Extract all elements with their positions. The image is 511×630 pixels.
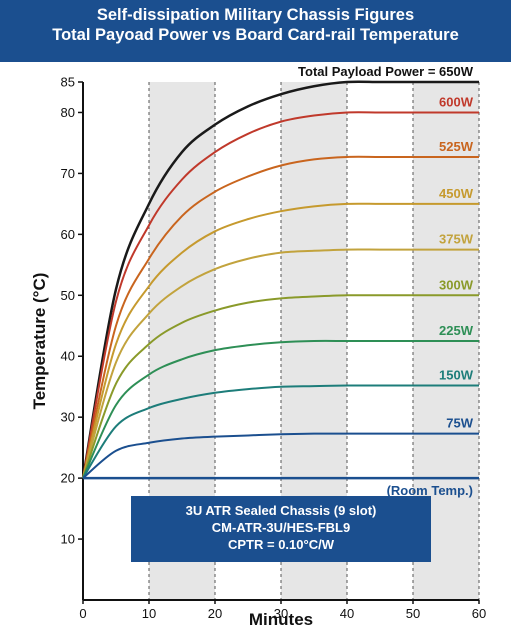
series-line-3	[82, 202, 479, 479]
series-lines	[81, 80, 479, 480]
series-label-8: 75W	[446, 416, 473, 431]
chassis-info-line2: CM-ATR-3U/HES-FBL9	[211, 520, 351, 535]
chart-title-line1: Self-dissipation Military Chassis Figure…	[96, 6, 415, 24]
temperature-chart: 0 10 20 30 40 50 60 10 20 30 40 50 60 70 80 85 Total Pa…	[30, 64, 487, 629]
series-line-5	[82, 294, 479, 479]
chassis-info-line3: CPTR = 0.10°C/W	[228, 537, 334, 552]
x-axis-title: Minutes	[249, 610, 313, 629]
series-line-2	[82, 155, 479, 479]
y-tick-label-70: 70	[61, 166, 75, 181]
y-tick-label-80: 80	[61, 105, 75, 120]
x-tick-label-40: 40	[340, 606, 354, 621]
series-label-0: Total Payload Power = 650W	[298, 64, 474, 79]
series-label-9: (Room Temp.)	[387, 483, 473, 498]
series-labels: Total Payload Power = 650W 600W 525W 450W 37…	[298, 64, 474, 498]
x-tick-label-30: 30	[274, 606, 288, 621]
y-tick-label-60: 60	[61, 227, 75, 242]
series-line-1	[82, 111, 479, 479]
x-tick-label-50: 50	[406, 606, 420, 621]
tick-labels: 0 10 20 30 40 50 60 10 20 30 40 50 60 70 80 85	[61, 75, 487, 622]
chassis-info-line1: 3U ATR Sealed Chassis (9 slot)	[185, 503, 377, 518]
chassis-info-box: 3U ATR Sealed Chassis (9 slot) CM-ATR-3U…	[131, 496, 431, 562]
y-tick-label-30: 30	[61, 410, 75, 425]
x-tick-label-60: 60	[472, 606, 486, 621]
series-line-6	[82, 339, 479, 479]
series-label-4: 375W	[439, 232, 474, 247]
y-tick-label-20: 20	[61, 471, 75, 486]
series-line-8	[82, 432, 479, 479]
y-tick-label-85: 85	[61, 75, 75, 90]
chart-header: Self-dissipation Military Chassis Figure…	[0, 0, 511, 62]
series-line-0	[81, 80, 479, 479]
y-tick-label-10: 10	[61, 532, 75, 547]
chart-title-line2: Total Payoad Power vs Board Card-rail Te…	[52, 26, 459, 44]
series-label-7: 150W	[439, 367, 474, 382]
x-tick-label-10: 10	[142, 606, 156, 621]
series-label-6: 225W	[439, 323, 474, 338]
series-line-4	[82, 248, 479, 479]
x-tick-label-0: 0	[79, 606, 86, 621]
series-label-5: 300W	[439, 277, 474, 292]
x-tick-label-20: 20	[208, 606, 222, 621]
series-label-2: 525W	[439, 139, 474, 154]
y-tick-label-40: 40	[61, 349, 75, 364]
y-tick-label-50: 50	[61, 288, 75, 303]
y-axis-title: Temperature (°C)	[30, 273, 49, 410]
series-label-1: 600W	[439, 94, 474, 109]
series-label-3: 450W	[439, 186, 474, 201]
series-line-7	[82, 384, 479, 479]
